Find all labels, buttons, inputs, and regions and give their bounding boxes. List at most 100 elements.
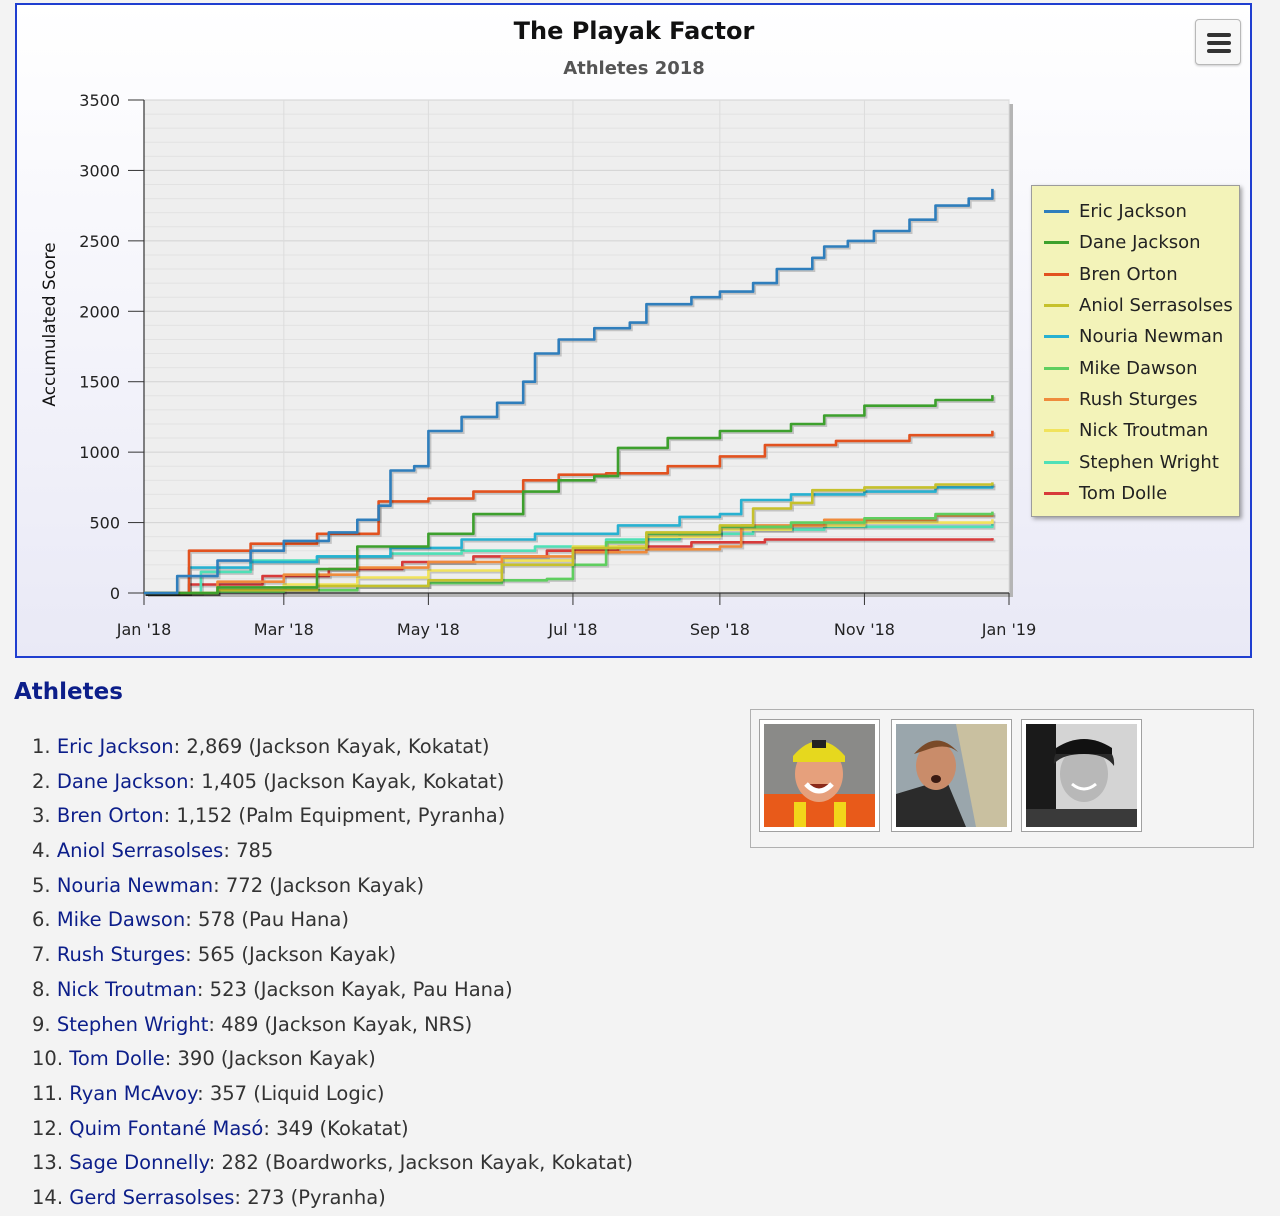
athlete-name-link[interactable]: Mike Dawson: [56, 908, 186, 932]
athlete-photo-gallery: [750, 709, 1254, 848]
legend-label: Bren Orton: [1079, 263, 1178, 285]
athlete-name-link[interactable]: Stephen Wright: [56, 1012, 209, 1036]
legend-swatch: [1044, 210, 1069, 214]
athlete-score-detail: : 1,405 (Jackson Kayak, Kokatat): [188, 769, 505, 793]
athlete-score-detail: : 1,152 (Palm Equipment, Pyranha): [163, 804, 506, 828]
x-tick-label: Mar '18: [254, 620, 314, 639]
athlete-photo-3[interactable]: [1021, 719, 1142, 832]
athlete-list-item: 10. Tom Dolle: 390 (Jackson Kayak): [32, 1042, 633, 1077]
athlete-rank: 13.: [32, 1151, 70, 1175]
athlete-score-detail: : 523 (Jackson Kayak, Pau Hana): [196, 977, 513, 1001]
athlete-rank: 4.: [32, 839, 57, 863]
athlete-rank: 3.: [32, 804, 57, 828]
series-shadow: [145, 432, 996, 596]
athlete-score-detail: : 390 (Jackson Kayak): [164, 1047, 376, 1071]
athlete-list-item: 4. Aniol Serrasolses: 785: [32, 834, 633, 869]
athlete-name-link[interactable]: Ryan McAvoy: [69, 1081, 198, 1105]
legend-label: Nick Troutman: [1079, 420, 1209, 442]
athlete-name-link[interactable]: Nick Troutman: [56, 977, 197, 1001]
legend-label: Tom Dolle: [1079, 482, 1168, 504]
legend-item-bren-orton[interactable]: Bren Orton: [1032, 259, 1239, 290]
legend-item-stephen-wright[interactable]: Stephen Wright: [1032, 446, 1239, 477]
athletes-heading: Athletes: [14, 679, 123, 705]
legend-item-rush-sturges[interactable]: Rush Sturges: [1032, 384, 1239, 415]
athlete-list-item: 8. Nick Troutman: 523 (Jackson Kayak, Pa…: [32, 973, 633, 1008]
chart-svg: The Playak Factor Athletes 2018 0 500 1000 15…: [40, 17, 1037, 639]
athlete-name-link[interactable]: Sage Donnelly: [69, 1151, 209, 1175]
legend-swatch: [1044, 272, 1069, 276]
athlete-name-link[interactable]: Nouria Newman: [56, 873, 214, 897]
athlete-list-item: 12. Quim Fontané Masó: 349 (Kokatat): [32, 1112, 633, 1147]
y-tick-label: 3000: [79, 161, 120, 180]
legend-swatch: [1044, 460, 1069, 464]
y-axis-label: Accumulated Score: [40, 242, 60, 406]
athlete-list-item: 9. Stephen Wright: 489 (Jackson Kayak, N…: [32, 1008, 633, 1043]
series-line-eric-jackson: [144, 188, 994, 595]
y-tick-label: 2000: [79, 302, 120, 321]
legend-swatch: [1044, 366, 1069, 370]
athlete-name-link[interactable]: Dane Jackson: [56, 769, 189, 793]
series-shadow: [145, 190, 996, 596]
series-line-dane-jackson: [144, 395, 994, 595]
athlete-photo-1[interactable]: [759, 719, 880, 832]
athlete-name-link[interactable]: Bren Orton: [56, 804, 164, 828]
athlete-photo-2[interactable]: [891, 719, 1012, 832]
legend-label: Dane Jackson: [1079, 232, 1201, 254]
series-shadow: [145, 485, 996, 596]
legend-item-mike-dawson[interactable]: Mike Dawson: [1032, 352, 1239, 383]
chart-menu-button[interactable]: [1195, 19, 1241, 65]
athlete-list-item: 13. Sage Donnelly: 282 (Boardworks, Jack…: [32, 1146, 633, 1181]
athlete-score-detail: : 578 (Pau Hana): [185, 908, 349, 932]
athlete-name-link[interactable]: Gerd Serrasolses: [69, 1185, 235, 1209]
legend-item-aniol-serrasolses[interactable]: Aniol Serrasolses: [1032, 290, 1239, 321]
athlete-list-item: 11. Ryan McAvoy: 357 (Liquid Logic): [32, 1077, 633, 1112]
legend-label: Nouria Newman: [1079, 326, 1224, 348]
athlete-rank: 5.: [32, 873, 57, 897]
athlete-rank: 2.: [32, 769, 57, 793]
athlete-rank: 6.: [32, 908, 57, 932]
athlete-name-link[interactable]: Eric Jackson: [56, 735, 174, 758]
chart-subtitle: Athletes 2018: [563, 58, 705, 79]
y-tick-label: 500: [89, 514, 120, 533]
legend-swatch: [1044, 491, 1069, 495]
legend-label: Rush Sturges: [1079, 388, 1198, 410]
athlete-score-detail: : 357 (Liquid Logic): [197, 1081, 385, 1105]
series-shadow: [145, 396, 996, 596]
y-tick-label: 1500: [79, 373, 120, 392]
x-tick-label: May '18: [397, 620, 460, 639]
athlete-name-link[interactable]: Quim Fontané Masó: [69, 1116, 264, 1140]
x-tick-label: Jan '18: [116, 620, 172, 639]
legend-item-dane-jackson[interactable]: Dane Jackson: [1032, 227, 1239, 258]
legend-label: Eric Jackson: [1079, 201, 1187, 223]
athlete-score-detail: : 785: [223, 839, 274, 863]
athlete-name-link[interactable]: Rush Sturges: [56, 943, 186, 967]
y-tick-label: 0: [110, 584, 120, 603]
athlete-list-item: 6. Mike Dawson: 578 (Pau Hana): [32, 903, 633, 938]
athlete-list: 1. Eric Jackson: 2,869 (Jackson Kayak, K…: [32, 730, 633, 1216]
legend-swatch: [1044, 241, 1069, 245]
legend-swatch: [1044, 335, 1069, 339]
athlete-rank: 12.: [32, 1116, 70, 1140]
series-shadow: [145, 483, 996, 596]
legend-item-nouria-newman[interactable]: Nouria Newman: [1032, 321, 1239, 352]
legend-swatch: [1044, 429, 1069, 433]
athlete-rank: 1.: [32, 735, 57, 758]
legend-item-tom-dolle[interactable]: Tom Dolle: [1032, 478, 1239, 509]
legend-item-eric-jackson[interactable]: Eric Jackson: [1032, 196, 1239, 227]
y-tick-label: 1000: [79, 443, 120, 462]
athlete-name-link[interactable]: Tom Dolle: [69, 1047, 165, 1071]
y-tick-label: 2500: [79, 232, 120, 251]
athlete-rank: 14.: [32, 1185, 70, 1209]
athlete-name-link[interactable]: Aniol Serrasolses: [56, 839, 224, 863]
athlete-rank: 7.: [32, 943, 57, 967]
athlete-list-item: 1. Eric Jackson: 2,869 (Jackson Kayak, K…: [32, 730, 633, 765]
series-line-aniol-serrasolses: [144, 482, 994, 595]
athlete-rank: 11.: [32, 1081, 70, 1105]
x-tick-label: Jan '19: [981, 620, 1037, 639]
legend-item-nick-troutman[interactable]: Nick Troutman: [1032, 415, 1239, 446]
athlete-list-item: 2. Dane Jackson: 1,405 (Jackson Kayak, K…: [32, 765, 633, 800]
chart-container: The Playak Factor Athletes 2018 0 500 1000 15…: [15, 3, 1252, 658]
legend-swatch: [1044, 397, 1069, 401]
athlete-rank: 10.: [32, 1047, 70, 1071]
athlete-photo-helmet-smiling-icon: [764, 724, 875, 827]
